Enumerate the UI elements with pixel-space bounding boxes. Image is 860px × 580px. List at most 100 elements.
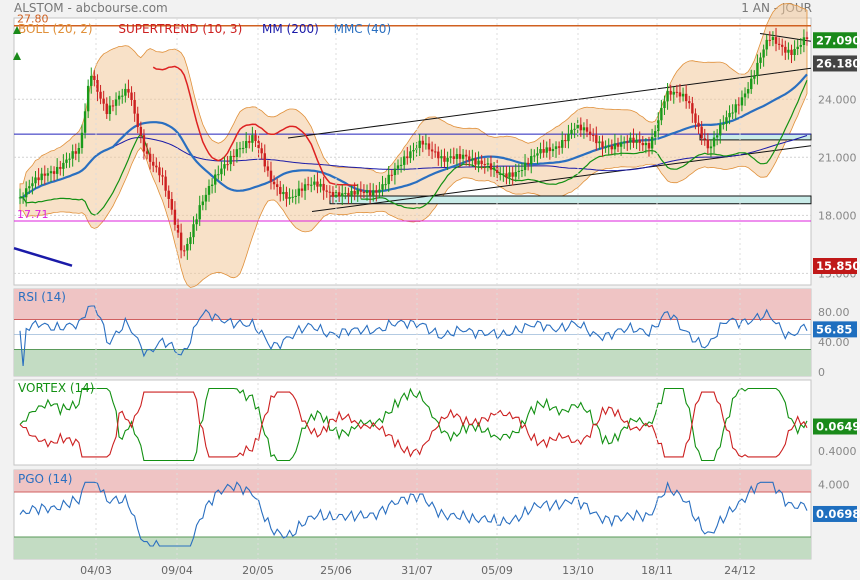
candle <box>579 117 583 137</box>
rsi-oversold-zone <box>14 349 811 376</box>
candle <box>362 184 366 199</box>
candle <box>350 185 353 203</box>
candle <box>796 39 799 56</box>
candle <box>743 87 747 106</box>
candle <box>269 161 273 190</box>
candle <box>499 166 502 181</box>
candle <box>396 159 400 175</box>
candle <box>325 184 328 198</box>
candle <box>207 179 211 202</box>
candle <box>251 126 254 152</box>
price-tick-label: 24.000 <box>818 93 857 106</box>
candle <box>613 133 617 156</box>
candle <box>303 178 307 200</box>
candle <box>657 112 660 138</box>
last-close-tag: 27.090 <box>816 33 860 47</box>
candle <box>158 161 161 183</box>
candle <box>328 185 332 201</box>
candle <box>124 83 127 103</box>
candle <box>347 187 350 204</box>
candle <box>117 90 121 106</box>
candle <box>111 99 115 112</box>
candle <box>176 218 180 238</box>
candle <box>523 154 527 177</box>
vortex-last-tag-bg <box>813 418 857 435</box>
candle <box>505 166 508 185</box>
candle <box>734 99 737 120</box>
candle <box>573 122 576 139</box>
candle <box>433 143 437 158</box>
candle <box>288 188 291 205</box>
candle <box>781 38 784 56</box>
candle <box>254 130 257 148</box>
candle <box>771 31 775 47</box>
candle <box>235 142 239 163</box>
candle <box>461 149 465 165</box>
candle <box>356 183 359 202</box>
candle <box>644 137 648 154</box>
candle <box>663 95 666 115</box>
candle <box>34 171 37 189</box>
candle <box>173 201 177 231</box>
candle <box>393 162 397 185</box>
candle <box>604 140 607 153</box>
candle <box>195 213 198 231</box>
candle <box>331 186 335 204</box>
candle <box>319 178 322 193</box>
x-tick-label: 09/04 <box>161 564 193 577</box>
candle <box>399 157 403 173</box>
candle <box>241 140 245 154</box>
candle <box>675 84 679 98</box>
candle <box>387 165 390 192</box>
candle <box>449 148 452 164</box>
candle <box>52 166 56 181</box>
candle <box>548 138 552 160</box>
candle <box>502 166 505 182</box>
candle <box>765 34 768 56</box>
candle <box>805 31 809 46</box>
candle <box>40 167 43 186</box>
candle <box>706 133 710 154</box>
candle <box>148 147 152 170</box>
candle <box>703 128 706 146</box>
candle <box>384 177 387 191</box>
candle <box>179 223 183 259</box>
candle <box>598 135 601 150</box>
candle <box>588 123 592 141</box>
candle <box>183 245 186 257</box>
candle <box>557 141 561 155</box>
mm200-start-tag: 15.850 <box>816 259 860 273</box>
candle <box>542 139 545 158</box>
candle <box>133 91 136 122</box>
candle <box>248 135 251 149</box>
candle <box>77 142 81 163</box>
candle <box>21 192 25 204</box>
vortex-minus-line <box>19 391 808 458</box>
candle <box>96 74 99 102</box>
candle <box>700 121 703 145</box>
candle <box>725 110 728 131</box>
candle <box>102 90 105 111</box>
candle <box>353 182 356 201</box>
candle <box>681 87 685 102</box>
candle <box>774 27 778 52</box>
candle <box>220 161 223 181</box>
last-close-tag-bg <box>813 32 857 49</box>
candle <box>750 69 753 94</box>
pgo-title: PGO (14) <box>18 472 72 486</box>
pgo-last-tag: 0.0698 <box>816 507 860 521</box>
trendline-upper <box>287 67 812 139</box>
candle <box>114 92 118 116</box>
candle <box>554 141 558 158</box>
candle <box>688 95 691 109</box>
candle <box>582 122 586 139</box>
candle <box>306 176 310 191</box>
candle <box>359 181 363 199</box>
candle <box>430 141 434 160</box>
candle <box>622 136 626 149</box>
legend-item: MM (200) <box>262 22 319 36</box>
candle <box>536 147 539 165</box>
candle <box>526 157 530 171</box>
candle <box>344 186 347 200</box>
